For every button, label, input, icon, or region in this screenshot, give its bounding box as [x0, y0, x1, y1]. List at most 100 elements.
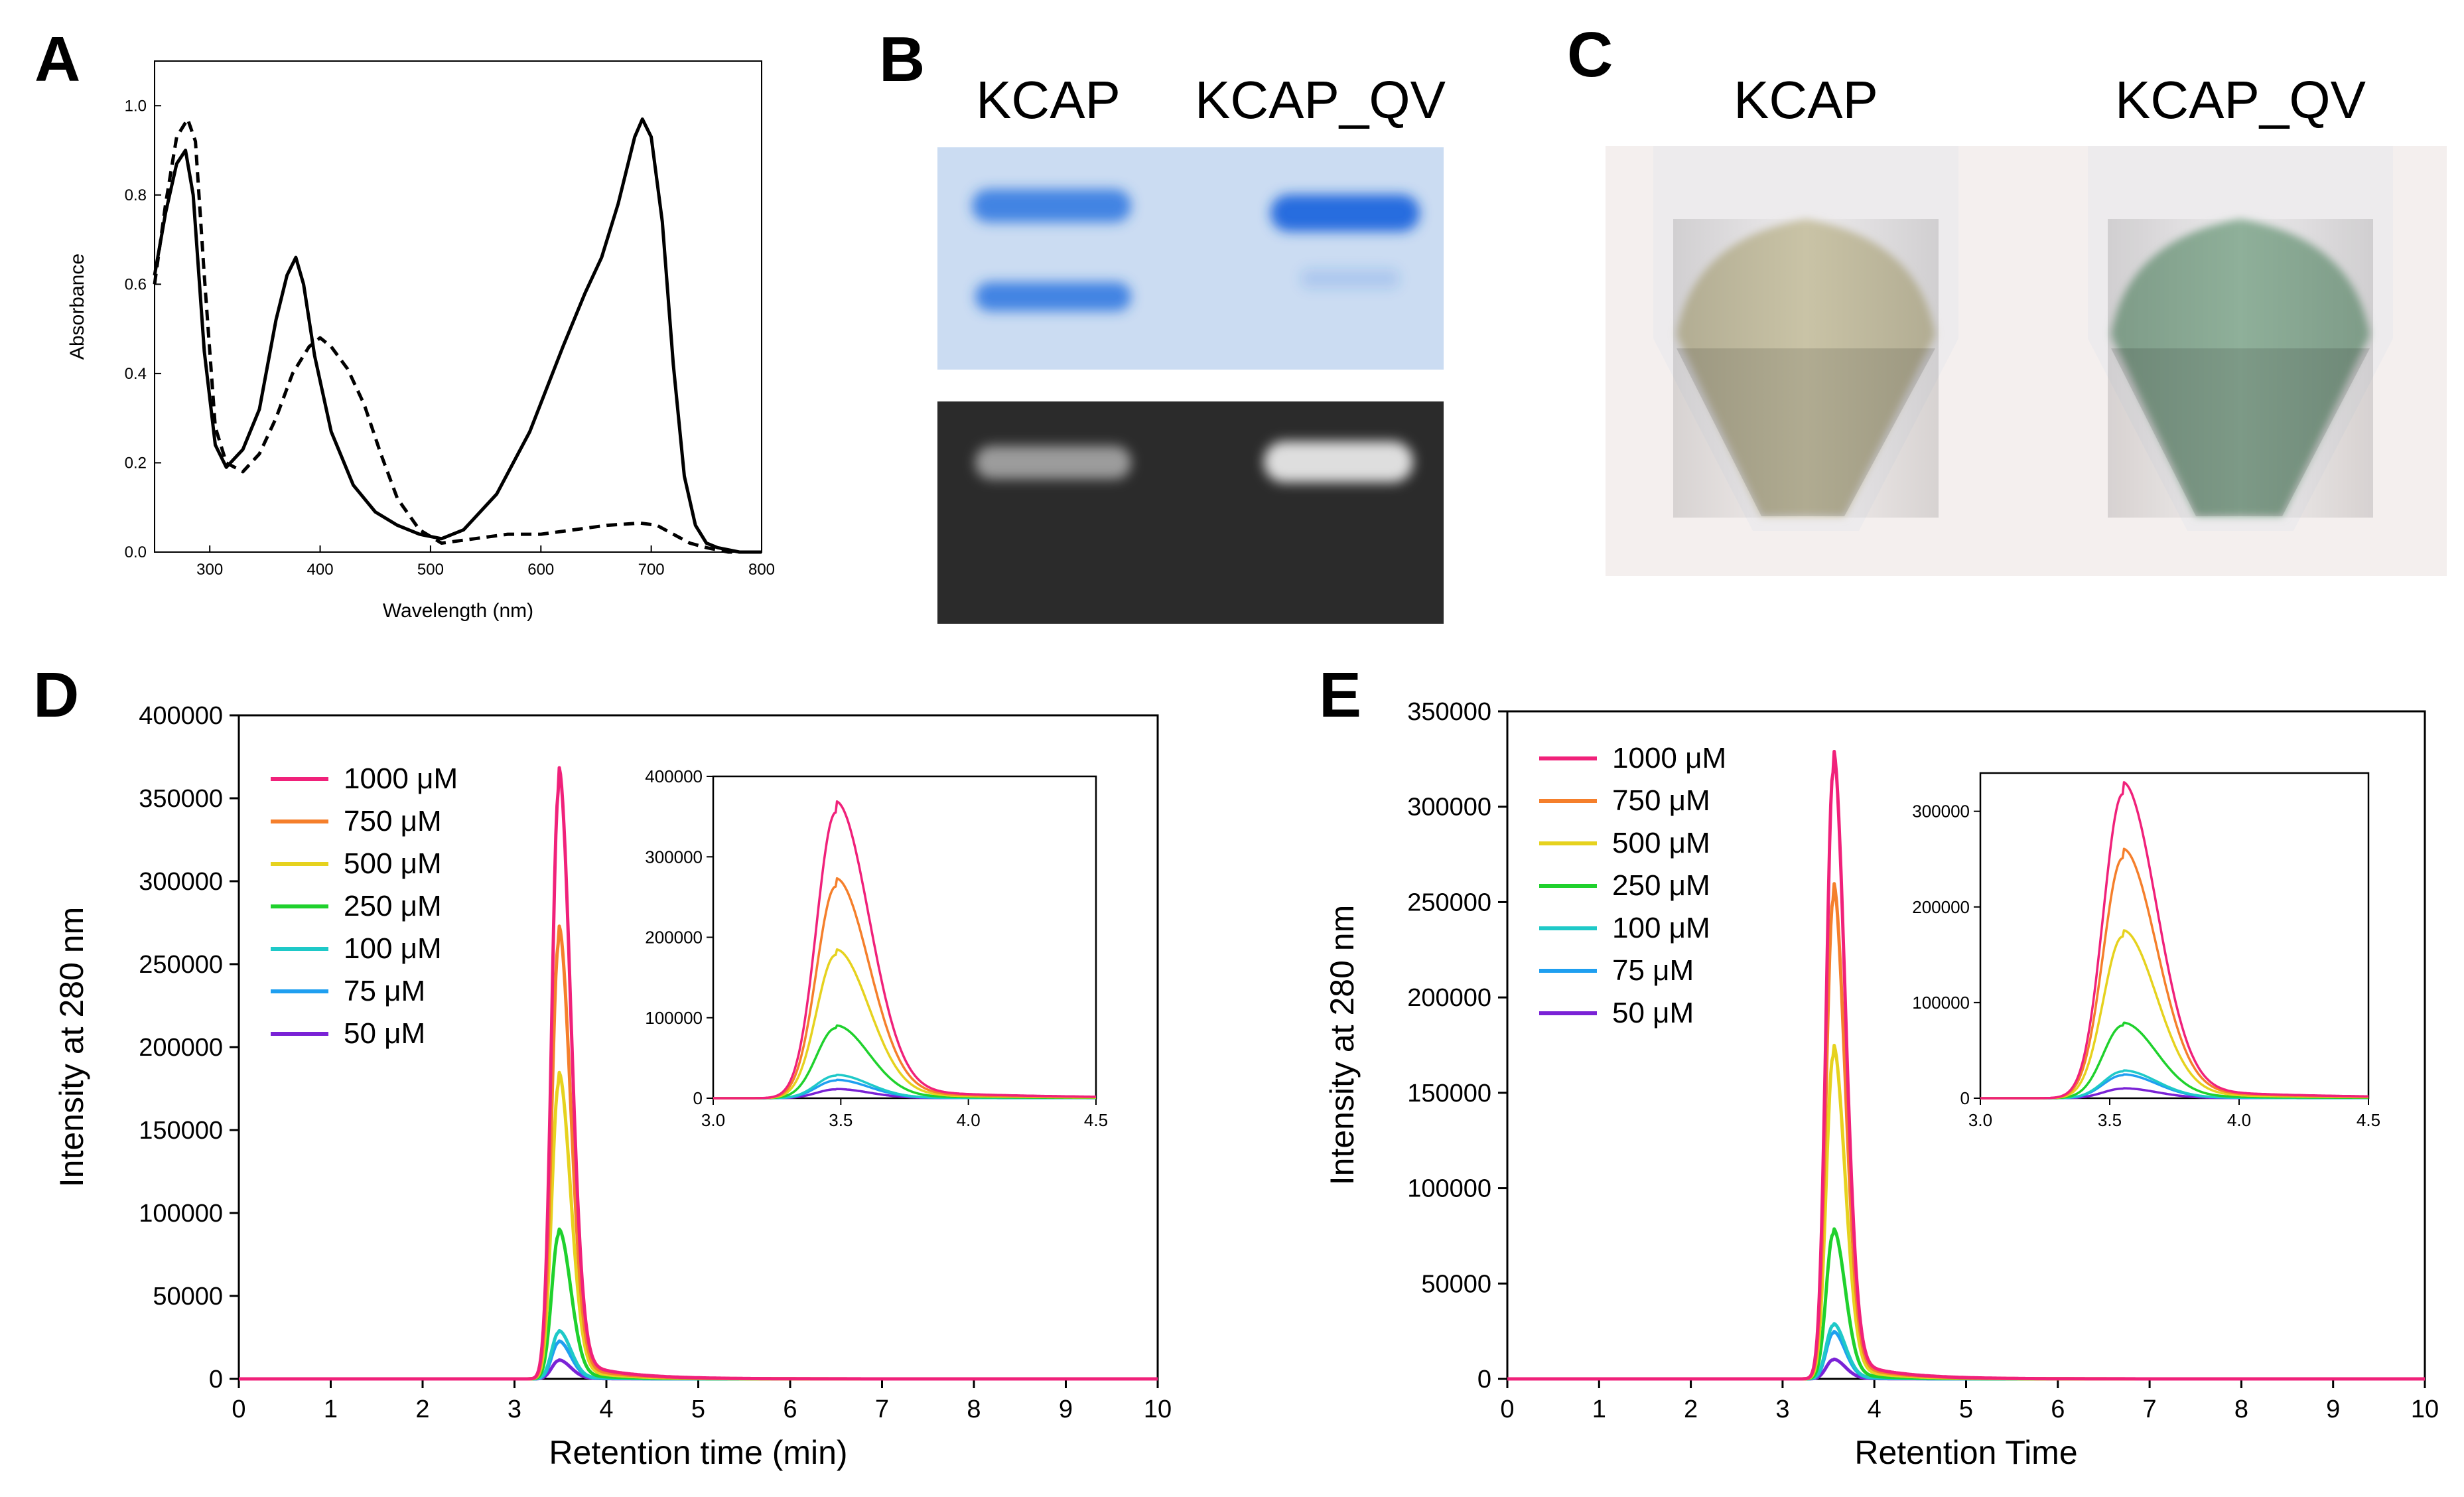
- y-tick-label: 50000: [153, 1283, 223, 1311]
- x-axis-label: Retention time (min): [549, 1434, 847, 1471]
- y-tick-label: 0.6: [125, 275, 147, 293]
- y-tick-label: 350000: [1407, 698, 1491, 726]
- legend-label: 1000 μM: [1612, 742, 1726, 774]
- x-tick-label: 6: [783, 1395, 797, 1423]
- legend-label: 75 μM: [1612, 954, 1694, 987]
- x-tick-label: 8: [2234, 1395, 2248, 1423]
- x-tick-label: 10: [1144, 1395, 1172, 1423]
- gel-band-kcap-upper: [972, 189, 1131, 222]
- x-tick-label: 10: [2411, 1395, 2439, 1423]
- inset-y-tick-label: 300000: [645, 847, 703, 867]
- legend-label: 75 μM: [344, 975, 425, 1007]
- x-tick-label: 4: [599, 1395, 613, 1423]
- legend-label: 500 μM: [1612, 827, 1710, 859]
- y-tick-label: 400000: [139, 702, 223, 730]
- x-tick-label: 400: [307, 561, 334, 579]
- gel-lane-label-kcap: KCAP: [976, 70, 1121, 129]
- panel-label-e: E: [1319, 660, 1361, 731]
- gel-band-kcap-lower: [975, 282, 1131, 311]
- inset-x-tick-label: 3.0: [1968, 1110, 1992, 1130]
- y-tick-label: 250000: [139, 951, 223, 979]
- y-tick-label: 350000: [139, 785, 223, 813]
- panel-label-b: B: [879, 24, 925, 95]
- inset-chart: 3.0 3.5 4.0 4.5 0 100000 200000 300000: [1912, 772, 2380, 1130]
- inset-chart: 3.0 3.5 4.0 4.5 0 100000 200000 300000 400000: [645, 766, 1108, 1130]
- y-tick-label: 0.4: [125, 365, 147, 383]
- legend-label: 500 μM: [344, 847, 442, 880]
- fluorescence-gel: [937, 401, 1444, 624]
- y-tick-label: 250000: [1407, 889, 1491, 916]
- x-tick-label: 800: [748, 561, 775, 579]
- inset-y-tick-label: 100000: [1912, 993, 1970, 1013]
- x-tick-label: 0: [232, 1395, 245, 1423]
- panel-label-c: C: [1567, 19, 1613, 90]
- series-line-100 μM: [1507, 1322, 2426, 1381]
- y-tick-label: 150000: [139, 1117, 223, 1145]
- y-tick-label: 0.0: [125, 543, 147, 561]
- inset-y-tick-label: 300000: [1912, 802, 1970, 821]
- inset-y-tick-label: 200000: [1912, 897, 1970, 917]
- tube-photo-panel: KCAP KCAP_QV: [1606, 70, 2447, 576]
- tube-kcap: [1653, 146, 1958, 531]
- series-line-75 μM: [238, 1339, 1158, 1381]
- x-tick-label: 4: [1868, 1395, 1882, 1423]
- legend-label: 100 μM: [344, 932, 442, 965]
- x-tick-label: 5: [691, 1395, 705, 1423]
- series-line-500 μM: [238, 1070, 1158, 1381]
- legend-label: 50 μM: [1612, 997, 1694, 1029]
- y-tick-label: 300000: [139, 868, 223, 896]
- x-tick-label: 600: [527, 561, 554, 579]
- tube-label-kcap-qv: KCAP_QV: [2115, 70, 2366, 129]
- tube-shading: [2108, 219, 2373, 518]
- series-line-50 μM: [238, 1358, 1158, 1381]
- inset-x-tick-label: 4.5: [2357, 1110, 2380, 1130]
- y-tick-label: 100000: [139, 1200, 223, 1228]
- legend-label: 750 μM: [1612, 784, 1710, 817]
- y-tick-label: 50000: [1421, 1270, 1491, 1298]
- legend-label: 100 μM: [1612, 912, 1710, 944]
- inset-x-tick-label: 3.0: [701, 1110, 725, 1130]
- legend-label: 750 μM: [344, 805, 442, 837]
- hplc-chart-e: 0 1 2 3 4 5 6 7 8 9 10 0 50000 100000 150000 200000 2500…: [1324, 698, 2439, 1471]
- tube-label-kcap: KCAP: [1734, 70, 1878, 129]
- y-tick-label: 0: [209, 1366, 223, 1393]
- x-tick-label: 9: [2326, 1395, 2340, 1423]
- series-line-100 μM: [238, 1328, 1158, 1381]
- absorbance-chart: 300 400 500 600 700 800 0.0 0.2 0.4 0.6 0.8 1.0 Wave…: [66, 60, 775, 622]
- x-tick-label: 9: [1059, 1395, 1073, 1423]
- x-tick-label: 3: [1775, 1395, 1789, 1423]
- coomassie-gel: [937, 147, 1444, 370]
- x-tick-label: 7: [2143, 1395, 2157, 1423]
- x-tick-label: 6: [2051, 1395, 2065, 1423]
- inset-x-tick-label: 4.5: [1084, 1110, 1108, 1130]
- x-tick-label: 3: [508, 1395, 521, 1423]
- x-tick-label: 8: [967, 1395, 981, 1423]
- fluorescence-band-kcap-qv: [1264, 441, 1413, 482]
- x-tick-label: 500: [417, 561, 444, 579]
- x-tick-label: 1: [1592, 1395, 1606, 1423]
- gel-panel: KCAP KCAP_QV: [937, 70, 1446, 624]
- inset-y-tick-label: 100000: [645, 1008, 703, 1028]
- y-tick-label: 100000: [1407, 1175, 1491, 1203]
- inset-series-line-1000 μM: [1980, 781, 2369, 1100]
- legend-label: 50 μM: [344, 1017, 425, 1050]
- x-tick-label: 0: [1500, 1395, 1514, 1423]
- tube-shading: [1673, 219, 1939, 518]
- inset-series-line-1000 μM: [713, 800, 1097, 1100]
- gel-band-kcap-qv-upper: [1270, 194, 1420, 232]
- x-tick-label: 1: [324, 1395, 338, 1423]
- plot-frame: [154, 60, 762, 553]
- series-line-75 μM: [1507, 1330, 2426, 1381]
- panel-label-d: D: [33, 660, 79, 731]
- fluorescence-band-kcap: [975, 446, 1131, 479]
- x-tick-label: 2: [415, 1395, 429, 1423]
- series-line-dashed: [153, 117, 762, 554]
- x-tick-label: 300: [196, 561, 223, 579]
- tube-kcap-qv: [2088, 146, 2393, 531]
- y-tick-label: 150000: [1407, 1080, 1491, 1107]
- inset-frame: [712, 775, 1097, 1100]
- y-tick-label: 200000: [139, 1034, 223, 1062]
- y-tick-label: 1.0: [125, 97, 147, 115]
- inset-x-tick-label: 3.5: [2098, 1110, 2122, 1130]
